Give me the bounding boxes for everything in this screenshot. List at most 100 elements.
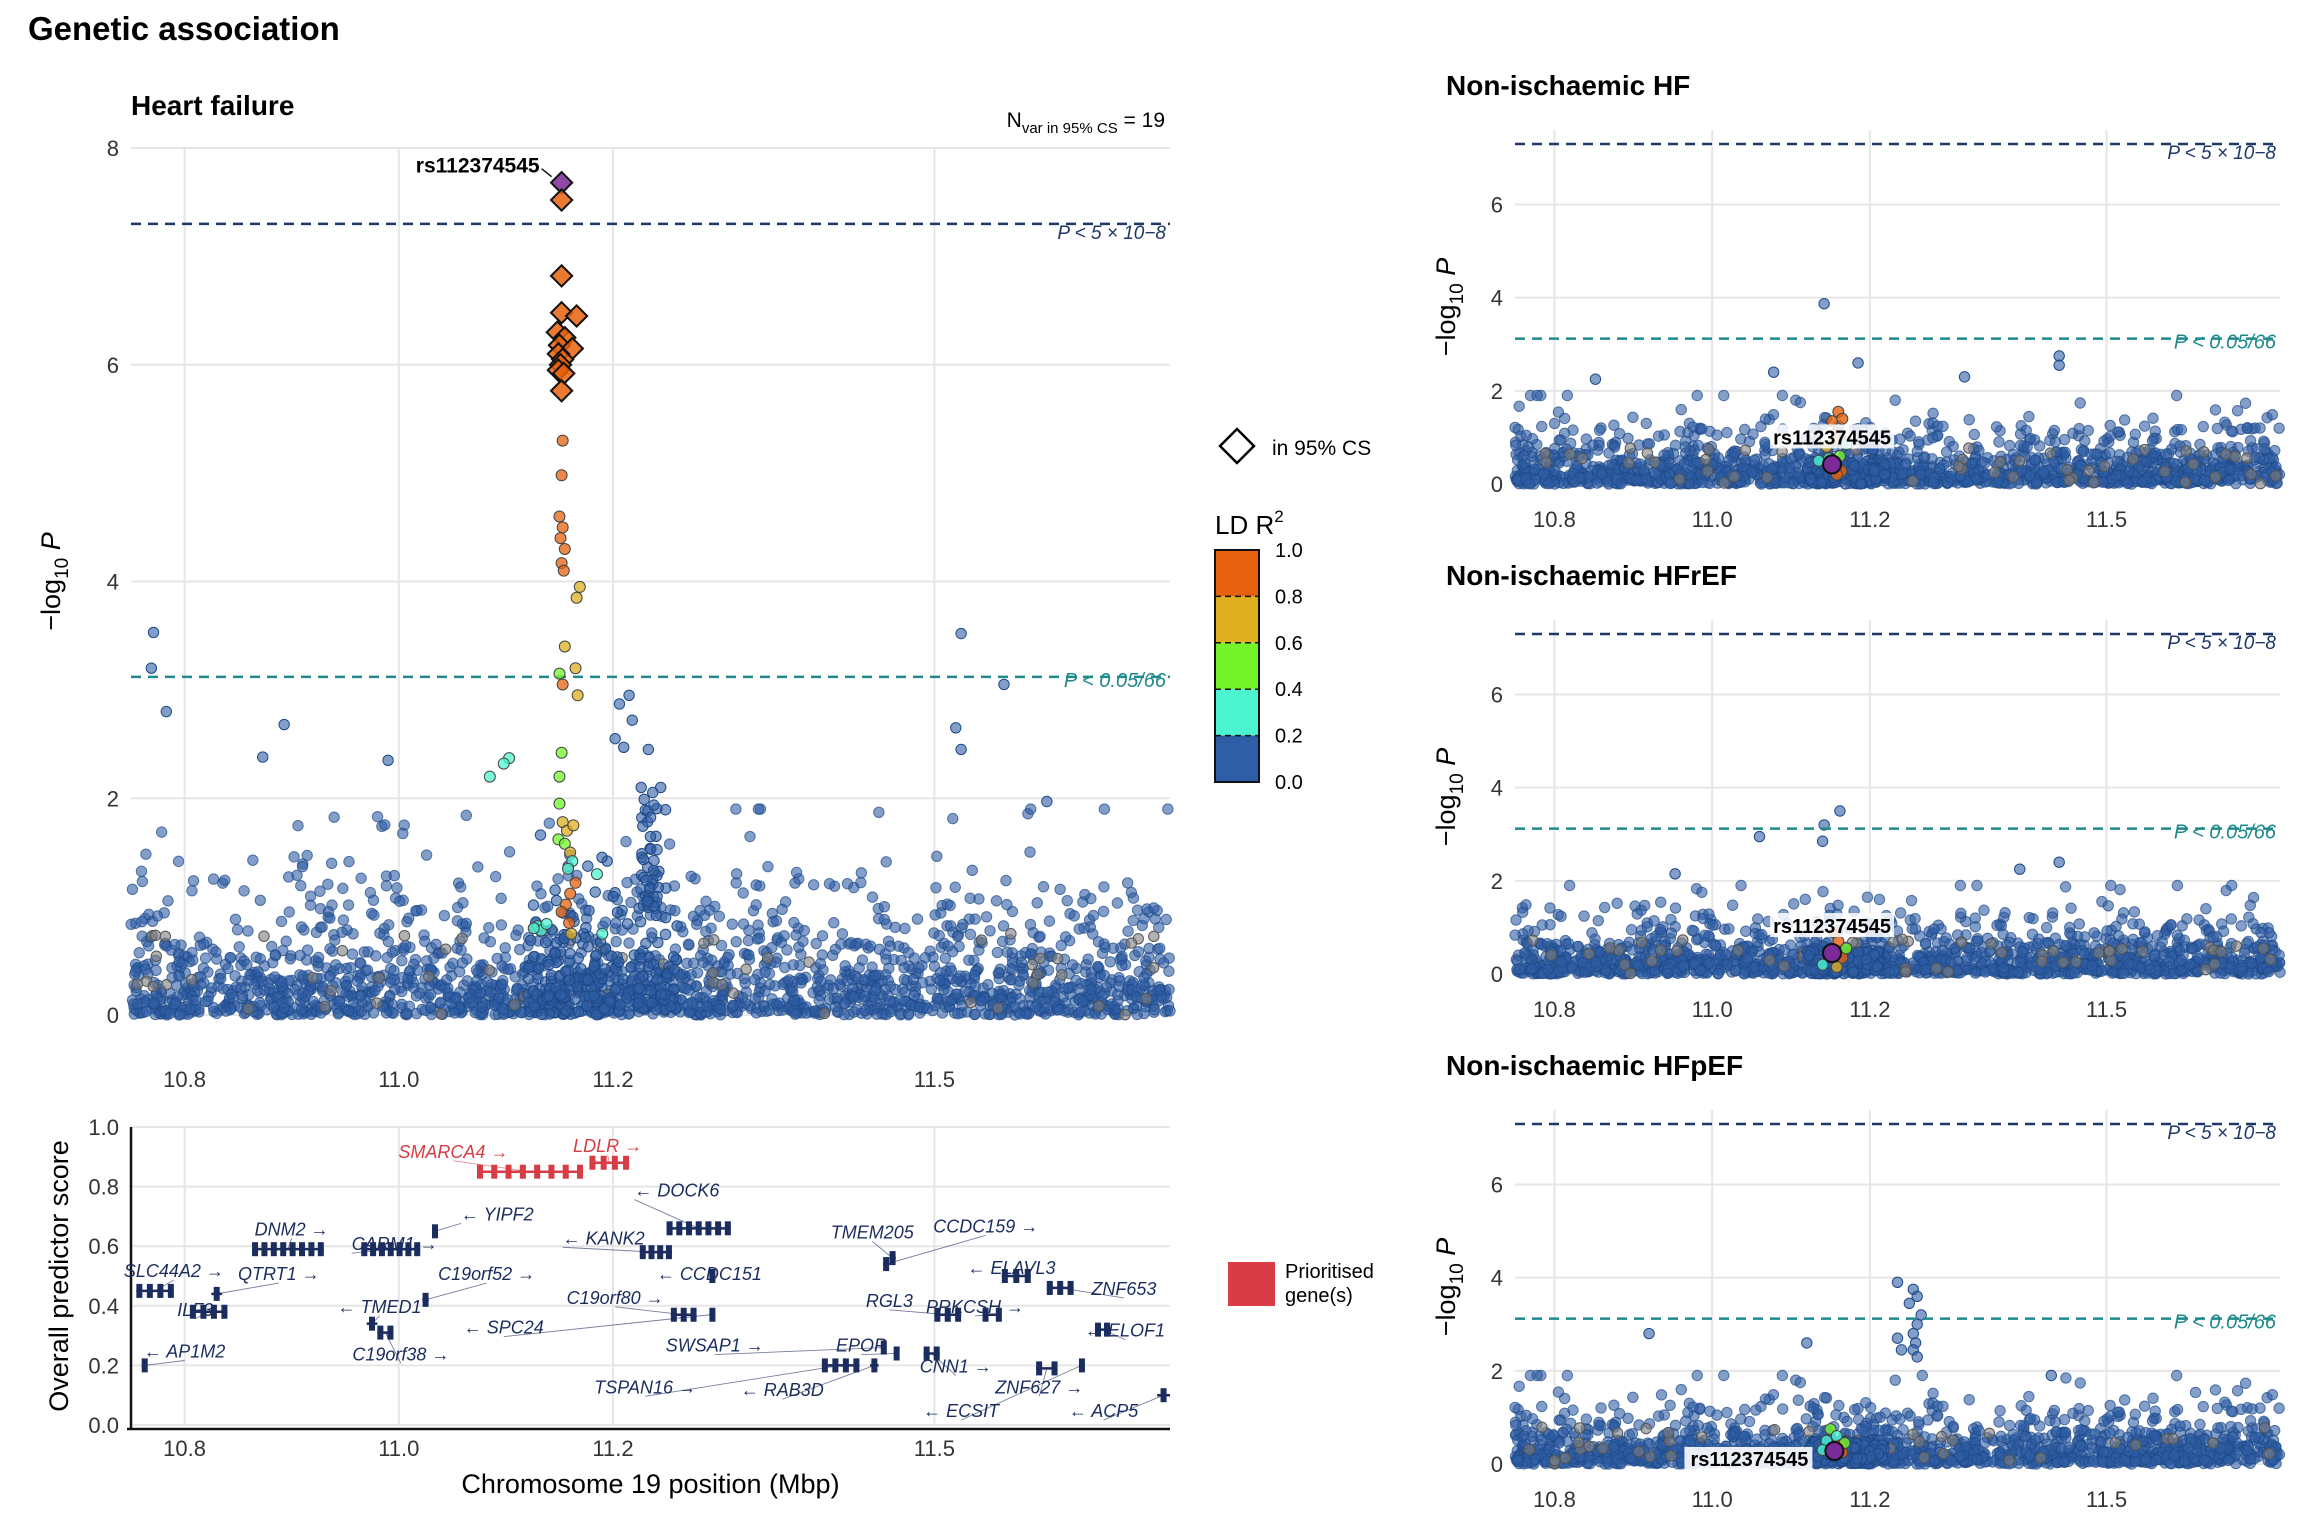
snp-point (646, 997, 658, 1009)
snp-point-no-ld (508, 998, 521, 1011)
snp-point (1848, 460, 1861, 472)
snp-point (2074, 397, 2086, 409)
snp-point (242, 925, 254, 937)
snp-point (1073, 983, 1085, 995)
snp-point (2040, 921, 2053, 934)
snp-point (460, 809, 473, 822)
snp-point (1664, 477, 1676, 490)
snp-point-high-ld (562, 862, 575, 875)
snp-point (776, 903, 788, 916)
snp-point (750, 1007, 763, 1019)
snp-point (749, 974, 761, 986)
snp-point (613, 956, 625, 968)
snp-point (172, 855, 185, 868)
y-tick-label: 6 (107, 353, 119, 378)
snp-point (499, 942, 511, 954)
snp-point (1655, 896, 1667, 908)
snp-point (789, 1008, 801, 1020)
snp-point (1918, 452, 1930, 464)
gene-label: ← AP1M2 (144, 1342, 225, 1362)
snp-point (599, 916, 612, 928)
snp-point (637, 853, 650, 866)
credible-set-diamond (549, 263, 574, 288)
background-points (1509, 805, 2286, 980)
snp-point (611, 906, 624, 919)
snp-point-no-ld (965, 996, 977, 1009)
gene-label: QTRT1 → (238, 1264, 320, 1284)
snp-point (1889, 394, 1901, 406)
snp-point (991, 946, 1004, 959)
snp-point-no-ld (325, 984, 337, 997)
snp-point (1024, 803, 1037, 815)
gene-label: ← RAB3D (741, 1380, 824, 1400)
y-tick-label: 4 (1491, 286, 1503, 311)
snp-point (1092, 961, 1104, 973)
gene-exon (157, 1283, 164, 1298)
snp-point (1563, 879, 1576, 892)
snp-point (1031, 897, 1043, 909)
snp-point (682, 998, 694, 1011)
gene-exon (548, 1164, 555, 1179)
snp-point (647, 786, 659, 799)
snp-point (1696, 476, 1708, 489)
snp-point (162, 895, 174, 907)
snp-point-no-ld (1623, 457, 1635, 469)
x-tick-label: 11.5 (914, 1436, 955, 1461)
x-tick-label: 10.8 (163, 1436, 206, 1461)
gene-label: C19orf38 → (352, 1344, 449, 1364)
snp-point (379, 819, 391, 831)
snp-point (131, 998, 144, 1010)
snp-point (215, 972, 227, 985)
snp-point (835, 938, 847, 950)
snp-point (809, 1005, 821, 1017)
x-tick-label: 11.5 (914, 1067, 955, 1092)
snp-point (839, 960, 851, 972)
snp-point (163, 1007, 176, 1020)
snp-point (528, 1000, 540, 1012)
snp-point-high-ld (553, 667, 566, 680)
snp-point (374, 927, 386, 939)
y-axis-label-part: P (1431, 258, 1461, 284)
snp-point (391, 882, 403, 894)
snp-point (545, 969, 557, 982)
gene-label: RGL3 (866, 1291, 913, 1311)
gene-exon (821, 1358, 828, 1373)
snp-point (1993, 436, 2005, 448)
n-var-annotation: Nvar in 95% CS = 19 (1007, 109, 1165, 137)
snp-point (637, 820, 649, 832)
snp-point-no-ld (818, 1007, 831, 1020)
y-axis-label: −log10 P (1431, 748, 1468, 846)
snp-point (642, 960, 655, 973)
snp-point (813, 994, 825, 1007)
snp-point (934, 974, 946, 987)
snp-point (269, 971, 281, 983)
snp-point (634, 915, 647, 928)
gene-exon (1036, 1361, 1043, 1376)
snp-point (1148, 1004, 1161, 1016)
snp-point-no-ld (373, 972, 385, 984)
snp-point (884, 995, 896, 1007)
x-tick-label: 11.0 (378, 1436, 419, 1461)
snp-point (2029, 454, 2041, 466)
snp-point (1061, 894, 1073, 907)
y-axis-label-part: −log (1431, 304, 1461, 356)
snp-point (337, 914, 350, 926)
snp-point-no-ld (2179, 476, 2192, 488)
n-var-main: N (1007, 109, 1022, 132)
snp-point (921, 1002, 934, 1015)
snp-point (1878, 468, 1891, 481)
snp-point (883, 962, 895, 974)
snp-point (126, 883, 139, 896)
snp-point (1164, 1005, 1176, 1017)
snp-point (621, 918, 634, 930)
snp-point-no-ld (1963, 442, 1975, 454)
y-tick-label: 0.4 (88, 1294, 119, 1319)
y-tick-label: 0.8 (88, 1175, 119, 1200)
snp-point (1909, 415, 1922, 427)
snp-point (590, 949, 603, 961)
snp-point (902, 946, 915, 959)
snp-point (371, 810, 384, 823)
snp-point (2023, 410, 2035, 423)
